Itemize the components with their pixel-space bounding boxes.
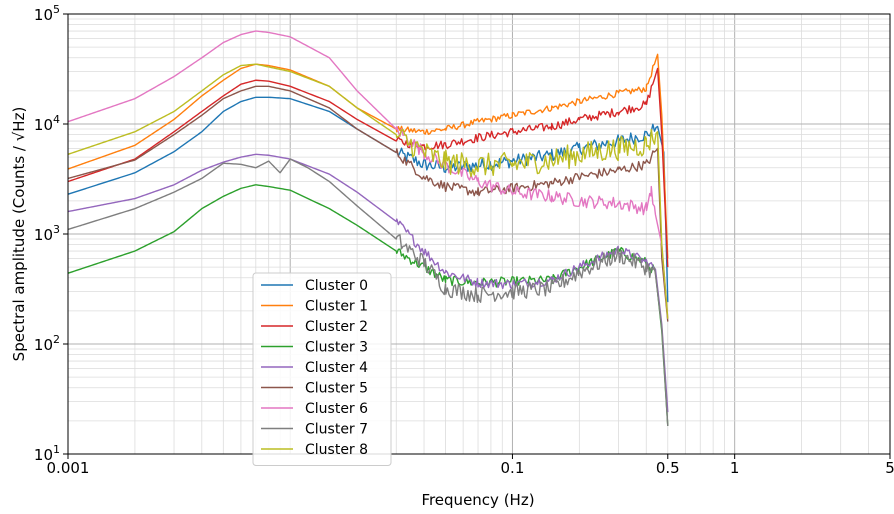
series-line	[67, 85, 669, 322]
legend-label: Cluster 1	[305, 299, 368, 315]
legend-label: Cluster 6	[305, 401, 368, 417]
x-tick-label: 1	[730, 459, 740, 477]
legend-label: Cluster 0	[305, 278, 368, 294]
series-line	[67, 158, 669, 426]
series-lines	[67, 30, 669, 426]
y-tick-label: 101	[34, 443, 60, 464]
legend: Cluster 0 Cluster 1 Cluster 2 Cluster 3 Clus…	[252, 272, 392, 466]
series-line	[67, 67, 669, 268]
x-tick-label: 0.1	[501, 459, 525, 477]
x-tick-label: 0.5	[656, 459, 680, 477]
y-tick-label: 104	[34, 113, 60, 134]
y-tick-label: 103	[34, 223, 60, 244]
series-line	[67, 153, 669, 413]
legend-label: Cluster 4	[305, 360, 368, 376]
y-axis-label: Spectral amplitude (Counts / √Hz)	[10, 107, 28, 362]
grid-lines	[67, 13, 891, 455]
series-line	[67, 63, 669, 319]
axis-ticks: 0.001 0.1 0.5 1 5 101 102 103 104 105	[34, 3, 894, 477]
y-axis-label-text: Spectral amplitude (Counts / √Hz)	[10, 107, 28, 362]
x-tick-label: 5	[885, 459, 894, 477]
x-axis-label: Frequency (Hz)	[421, 491, 534, 509]
legend-label: Cluster 8	[305, 442, 368, 458]
legend-label: Cluster 7	[305, 422, 368, 438]
y-tick-label: 102	[34, 333, 60, 354]
x-tick-label: 0.001	[47, 459, 90, 477]
series-line	[67, 53, 669, 259]
y-tick-label: 105	[34, 3, 60, 24]
series-line	[67, 30, 669, 319]
legend-box	[252, 272, 392, 466]
legend-label: Cluster 2	[305, 319, 368, 335]
legend-label: Cluster 5	[305, 381, 368, 397]
legend-label: Cluster 3	[305, 340, 368, 356]
